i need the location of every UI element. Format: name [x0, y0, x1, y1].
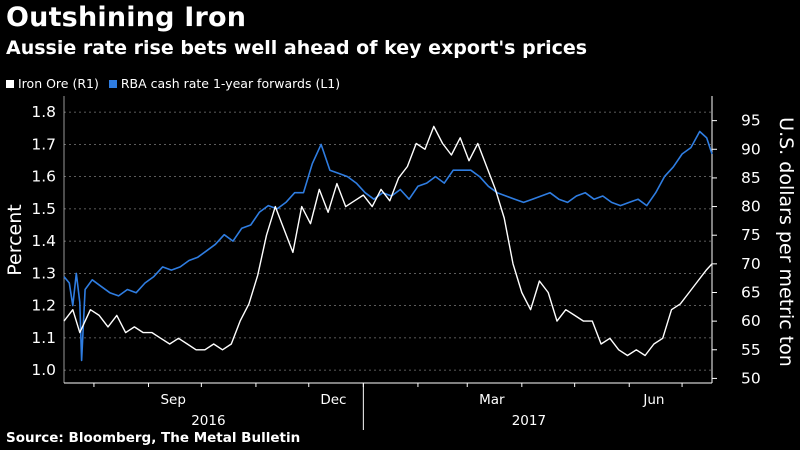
left-tick-label: 1.5 [31, 200, 56, 218]
right-tick-label: 50 [741, 369, 761, 387]
legend: Iron Ore (R1) RBA cash rate 1-year forwa… [6, 76, 350, 91]
x-month-label: Jun [642, 392, 664, 408]
legend-label-iron-ore: Iron Ore (R1) [18, 76, 99, 91]
left-tick-label: 1.6 [31, 168, 56, 186]
x-month-label: Sep [160, 392, 185, 408]
right-axis-ticks: 50 55 60 65 70 75 80 85 90 95 [712, 112, 761, 387]
x-year-label: 2016 [191, 413, 225, 429]
source-note: Source: Bloomberg, The Metal Bulletin [6, 430, 301, 446]
right-tick-label: 60 [741, 312, 761, 330]
series-line-iron-ore [63, 125, 713, 357]
right-tick-label: 55 [741, 341, 761, 359]
legend-swatch-rba-forwards [108, 79, 117, 88]
gridlines [64, 111, 712, 371]
x-year-label: 2017 [512, 413, 546, 429]
plot-frame [63, 96, 713, 384]
right-tick-label: 75 [741, 226, 761, 244]
left-tick-label: 1.3 [31, 264, 56, 282]
left-tick-label: 1.2 [31, 297, 56, 315]
series-lines [63, 125, 713, 362]
legend-label-rba-forwards: RBA cash rate 1-year forwards (L1) [120, 76, 341, 91]
chart-title: Outshining Iron [6, 2, 247, 33]
right-tick-label: 80 [741, 198, 761, 216]
left-axis-ticks: 1.0 1.1 1.2 1.3 1.4 1.5 1.6 1.7 1.8 [31, 103, 56, 379]
right-tick-label: 70 [741, 255, 761, 273]
left-tick-label: 1.0 [31, 361, 56, 379]
x-axis-ticks: Sep Dec Mar Jun 2016 2017 [93, 383, 683, 430]
left-tick-label: 1.7 [31, 135, 56, 153]
right-tick-label: 65 [741, 283, 761, 301]
chart-subtitle: Aussie rate rise bets well ahead of key … [6, 37, 588, 59]
left-tick-label: 1.4 [31, 232, 56, 250]
right-axis-label: U.S. dollars per metric ton [775, 117, 797, 367]
right-tick-label: 90 [741, 140, 761, 158]
left-tick-label: 1.8 [31, 103, 56, 121]
left-axis-label: Percent [4, 204, 26, 276]
legend-item-iron-ore: Iron Ore (R1) [6, 76, 99, 91]
right-tick-label: 95 [741, 112, 761, 130]
x-month-label: Dec [320, 392, 346, 408]
legend-item-rba-forwards: RBA cash rate 1-year forwards (L1) [108, 76, 341, 91]
series-line-rba-forwards [63, 130, 713, 362]
right-tick-label: 85 [741, 169, 761, 187]
x-month-label: Mar [479, 392, 505, 408]
left-tick-label: 1.1 [31, 329, 56, 347]
legend-swatch-iron-ore [6, 79, 14, 88]
